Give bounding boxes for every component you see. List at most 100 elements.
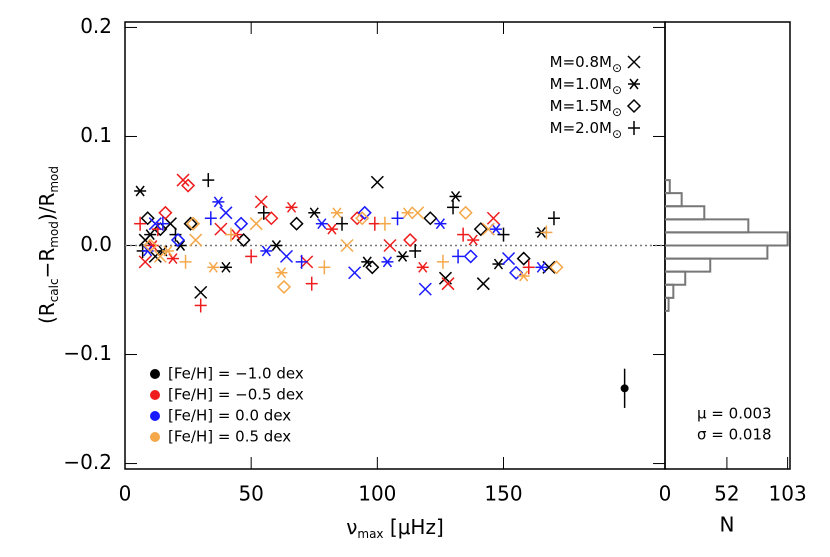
point (148, 217, 162, 231)
point (202, 173, 215, 188)
hist-step (665, 231, 789, 247)
hist-step (665, 179, 671, 195)
hist-step (665, 257, 712, 273)
point (144, 229, 157, 241)
x-tick-label: 0 (119, 482, 132, 506)
point (467, 234, 480, 246)
point-stroke (176, 173, 190, 187)
point-stroke (340, 238, 354, 253)
hist-step (665, 244, 769, 260)
legend-dot (150, 411, 160, 421)
point-stroke (213, 196, 223, 208)
point (441, 277, 455, 291)
point (174, 240, 187, 251)
point-stroke (181, 178, 196, 193)
point (502, 252, 516, 266)
y-tick-label: 0.1 (80, 123, 112, 147)
point-stroke (153, 249, 167, 263)
y-tick-label: 0.0 (80, 232, 112, 256)
y-tick-label: −0.1 (63, 341, 112, 365)
point (194, 285, 208, 299)
point (276, 279, 292, 294)
legend-dot (150, 432, 160, 442)
point-stroke (493, 258, 504, 270)
point (447, 200, 460, 215)
point (517, 270, 530, 282)
point-stroke (519, 270, 529, 282)
feh-legend-label: [Fe/H] = −0.5 dex (168, 386, 304, 404)
point (260, 245, 273, 257)
point-stroke (148, 217, 162, 231)
point-stroke (271, 240, 281, 251)
y-label-part: calc (47, 278, 61, 302)
point (194, 298, 207, 313)
point (340, 238, 354, 253)
point-stroke (183, 216, 198, 231)
legend-marker (627, 55, 641, 69)
point-stroke (332, 207, 342, 219)
point-stroke (148, 249, 162, 263)
point (183, 216, 198, 231)
point-stroke (370, 175, 384, 189)
point-stroke (549, 260, 564, 275)
legend-dot (150, 390, 160, 400)
point-stroke (458, 205, 473, 220)
point (234, 216, 249, 231)
point-stroke (423, 211, 438, 226)
point (161, 245, 174, 257)
point (486, 211, 500, 225)
point (204, 211, 217, 226)
point (295, 254, 308, 269)
point-stroke (286, 201, 297, 213)
point (134, 216, 147, 231)
point (305, 276, 318, 291)
legend-marker (628, 121, 640, 135)
point (381, 256, 394, 268)
point-stroke (145, 229, 155, 241)
point-stroke (135, 185, 145, 197)
point (245, 249, 258, 264)
hist-step (665, 218, 750, 234)
mass-legend-label-part: M=1.0M (550, 75, 612, 93)
point (403, 232, 418, 248)
point-stroke (468, 234, 478, 246)
point-stroke (357, 205, 372, 220)
point (315, 218, 328, 230)
point-stroke (383, 238, 397, 253)
point-stroke (397, 250, 408, 262)
point-stroke (438, 271, 452, 285)
y-label-part: mod (47, 221, 61, 248)
point (368, 216, 381, 231)
point (279, 249, 294, 263)
point (457, 227, 470, 242)
point (418, 282, 432, 296)
point-stroke (403, 207, 413, 219)
point (236, 232, 251, 248)
point-stroke (481, 222, 495, 236)
point-stroke (163, 217, 177, 231)
point (325, 223, 338, 235)
point (549, 260, 564, 275)
point (396, 250, 409, 262)
mass-legend-label-part: ⊙ (612, 127, 622, 141)
point-stroke (279, 249, 294, 263)
point-stroke (170, 232, 186, 248)
x-label-part: ν (346, 515, 357, 539)
point (540, 225, 553, 240)
point (264, 211, 279, 226)
legend-marker (626, 98, 642, 114)
point (522, 260, 535, 275)
point (452, 249, 465, 264)
legend-marker (628, 78, 640, 90)
point (170, 232, 186, 248)
mass-legend-label-part: ⊙ (612, 105, 622, 119)
point (383, 238, 397, 253)
point-stroke (476, 277, 490, 291)
point-stroke (289, 216, 304, 231)
error-point (620, 384, 629, 393)
x-label: νmax [μHz] (346, 515, 444, 541)
feh-legend-label: [Fe/H] = 0.0 dex (168, 407, 291, 425)
y-label-part: (R (35, 302, 59, 324)
legend-dot (150, 369, 160, 379)
point (336, 216, 349, 231)
